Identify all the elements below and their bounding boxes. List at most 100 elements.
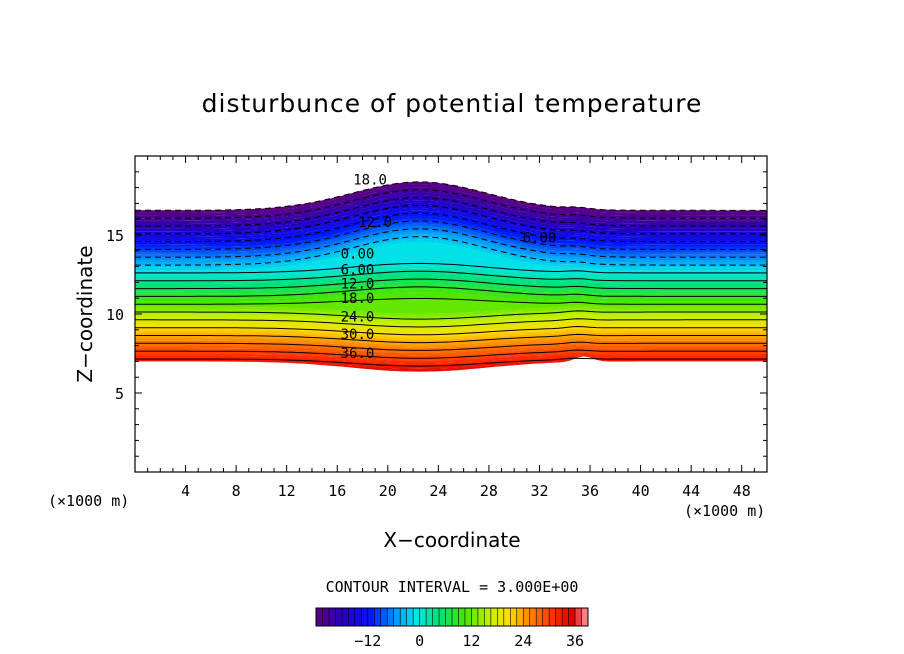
x-tick-label: 12 <box>278 482 296 500</box>
contour-line <box>135 318 767 328</box>
colorbar-segment <box>328 608 336 626</box>
colorbar-segment <box>471 608 479 626</box>
colorbar-segment <box>510 608 518 626</box>
contour-label: 6.00 <box>523 231 557 247</box>
contour-band <box>135 352 767 364</box>
colorbar-tick-label: 12 <box>462 632 480 650</box>
y-axis-ticks: 5 10 15 <box>106 155 767 473</box>
contour-band <box>135 289 767 302</box>
contour-line <box>135 341 767 351</box>
contour-band <box>135 263 767 276</box>
colorbar-segment <box>380 608 388 626</box>
colorbar-segment <box>426 608 433 626</box>
colorbar-segment <box>516 608 524 626</box>
colorbar-segment <box>341 608 349 626</box>
contour-band <box>135 276 767 289</box>
x-axis-unit-right: (×1000 m) <box>684 502 765 520</box>
contour-label: 18.0 <box>353 172 387 188</box>
x-tick-label: 20 <box>379 482 397 500</box>
contour-line <box>135 236 767 266</box>
colorbar-segment <box>490 608 498 626</box>
contour-label: 0.00 <box>341 247 375 263</box>
contour-label: 12.0 <box>341 277 375 293</box>
contour-band <box>135 344 767 356</box>
contour-band <box>135 308 767 320</box>
colorbar-segment <box>354 608 362 626</box>
colorbar-segment <box>374 608 382 626</box>
colorbar-segment <box>439 608 446 626</box>
contour-label: 24.0 <box>341 310 375 326</box>
contour-line <box>135 310 767 320</box>
contour-line <box>135 286 767 297</box>
y-axis-label: Z−coordinate <box>73 245 97 382</box>
colorbar-segment <box>542 608 550 626</box>
contour-band <box>135 339 767 351</box>
contour-band <box>135 313 767 325</box>
contour-line <box>135 189 767 219</box>
contour-band <box>135 316 767 328</box>
x-tick-label: 44 <box>682 482 700 500</box>
colorbar-segment <box>536 608 543 626</box>
contour-label: 6.00 <box>341 262 375 278</box>
colorbar-segment <box>497 608 505 626</box>
colorbar-segment <box>581 608 589 626</box>
colorbar-segment <box>400 608 407 626</box>
contour-band <box>135 281 767 294</box>
colorbar-segment <box>406 608 414 626</box>
colorbar-segment <box>393 608 401 626</box>
contour-band <box>135 271 767 284</box>
contour-band <box>135 323 767 335</box>
x-tick-label: 8 <box>232 482 241 500</box>
colorbar-segment <box>335 608 343 626</box>
x-tick-label: 40 <box>632 482 650 500</box>
contour-label: 18.0 <box>341 291 375 307</box>
contour-band <box>135 298 767 315</box>
contour-band <box>135 279 767 292</box>
contour-band <box>135 321 767 333</box>
colorbar-tick-label: 36 <box>566 632 584 650</box>
contour-band <box>135 329 767 341</box>
colorbar-segment <box>458 608 466 626</box>
contour-band <box>135 305 767 317</box>
contour-band <box>135 273 767 287</box>
contour-line <box>135 228 767 258</box>
x-tick-label: 4 <box>181 482 190 500</box>
contour-line <box>135 349 767 359</box>
x-axis-label: X−coordinate <box>383 528 520 552</box>
x-tick-label: 28 <box>480 482 498 500</box>
contour-label: 12.0 <box>358 215 392 231</box>
colorbar-segment <box>361 608 369 626</box>
colorbar-segment <box>322 608 330 626</box>
contour-line <box>135 212 767 243</box>
contour-band <box>135 284 767 297</box>
colorbar-segment <box>568 608 576 626</box>
colorbar-segment <box>367 608 375 626</box>
contour-line <box>135 278 767 290</box>
contour-label: 30.0 <box>341 327 375 343</box>
colorbar-segment <box>562 608 569 626</box>
colorbar-segment <box>419 608 427 626</box>
colorbar-segment <box>452 608 459 626</box>
contour-line <box>135 270 767 282</box>
contour-band <box>135 286 767 300</box>
contour-band <box>135 337 767 348</box>
chart-title: disturbunce of potential temperature <box>202 89 703 118</box>
contour-interval-label: CONTOUR INTERVAL = 3.000E+00 <box>326 578 579 596</box>
contour-line <box>135 262 767 274</box>
x-axis-unit-left: (×1000 m) <box>48 492 129 510</box>
contour-band <box>135 347 767 359</box>
contour-band <box>135 355 767 367</box>
contour-band <box>135 331 767 343</box>
colorbar-segment <box>445 608 453 626</box>
colorbar-segment <box>464 608 472 626</box>
colorbar-tick-label: −12 <box>354 632 381 650</box>
x-tick-label: 36 <box>581 482 599 500</box>
colorbar-frame <box>315 607 589 627</box>
colorbar-ticks: −12 0 12 24 36 <box>354 632 584 650</box>
y-tick-label: 5 <box>115 385 124 403</box>
colorbar-segment <box>523 608 531 626</box>
contour-band <box>135 241 767 274</box>
x-tick-label: 48 <box>733 482 751 500</box>
contour-line <box>135 357 767 367</box>
